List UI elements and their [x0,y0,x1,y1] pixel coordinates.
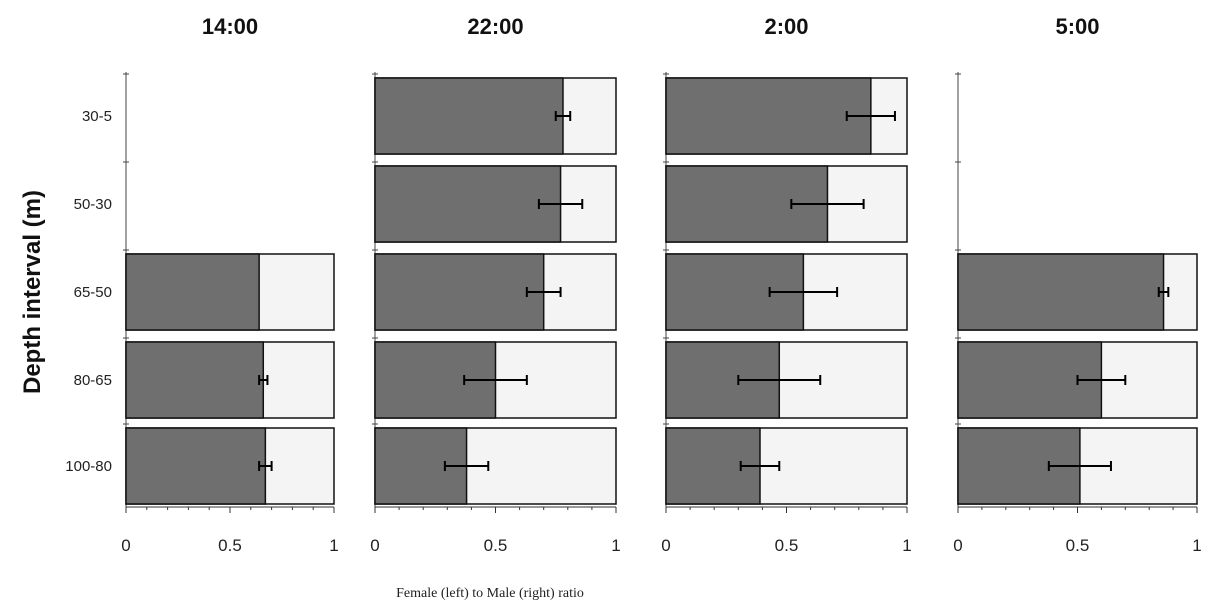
category-label: 80-65 [74,372,112,389]
panel-title: 14:00 [202,14,258,39]
x-tick-label: 0 [953,536,962,555]
bar-female [665,77,872,155]
x-tick-label: 0 [370,536,379,555]
bar-female [374,77,564,155]
bar-female [957,253,1165,331]
category-label: 30-5 [82,108,112,125]
x-tick-label: 0.5 [484,536,508,555]
x-tick-label: 1 [902,536,911,555]
panel-title: 2:00 [764,14,808,39]
panel-title: 5:00 [1055,14,1099,39]
x-axis-title: Female (left) to Male (right) ratio [396,586,584,601]
bar-female [374,165,562,243]
bar-female [125,253,260,331]
x-tick-label: 0 [121,536,130,555]
y-axis-title: Depth interval (m) [19,190,46,394]
category-label: 50-30 [74,196,112,213]
x-tick-label: 0 [661,536,670,555]
bar-female [957,427,1081,505]
bar-female [374,253,545,331]
x-tick-label: 1 [1192,536,1201,555]
x-tick-label: 0.5 [775,536,799,555]
panel-title: 22:00 [467,14,523,39]
x-tick-label: 0.5 [218,536,242,555]
x-tick-label: 0.5 [1066,536,1090,555]
x-tick-label: 1 [611,536,620,555]
x-tick-label: 1 [329,536,338,555]
category-label: 65-50 [74,284,112,301]
bar-female [125,341,265,419]
category-label: 100-80 [65,458,112,475]
bar-female [125,427,267,505]
